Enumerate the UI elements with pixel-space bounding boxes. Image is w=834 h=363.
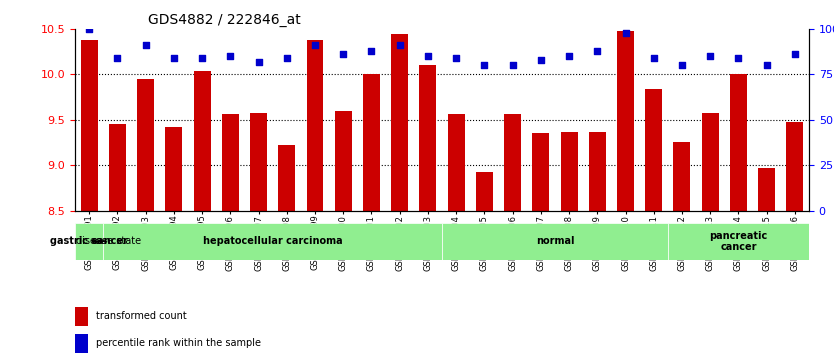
Point: [590, 48, 604, 54]
Point: [534, 57, 547, 63]
Bar: [81, 40, 98, 363]
Point: [619, 30, 632, 36]
Bar: [165, 127, 183, 363]
Point: [195, 55, 208, 61]
Point: [506, 62, 520, 68]
Point: [280, 55, 294, 61]
Point: [364, 48, 378, 54]
Point: [704, 53, 717, 59]
Point: [83, 26, 96, 32]
Point: [309, 42, 322, 48]
Point: [421, 53, 435, 59]
Bar: [75, 307, 88, 326]
Bar: [363, 74, 380, 363]
Bar: [391, 34, 408, 363]
Point: [167, 55, 180, 61]
Point: [337, 52, 350, 57]
Bar: [589, 132, 605, 363]
Point: [731, 55, 745, 61]
Text: disease state: disease state: [77, 236, 142, 246]
Point: [760, 62, 773, 68]
Bar: [222, 114, 239, 363]
Bar: [646, 89, 662, 363]
Bar: [504, 114, 521, 363]
Bar: [193, 71, 210, 363]
Bar: [730, 74, 747, 363]
Point: [252, 59, 265, 65]
Text: transformed count: transformed count: [96, 311, 186, 321]
FancyBboxPatch shape: [668, 223, 809, 260]
Point: [224, 53, 237, 59]
Bar: [75, 334, 88, 353]
Bar: [420, 65, 436, 363]
Bar: [448, 114, 465, 363]
Bar: [334, 111, 352, 363]
Point: [111, 55, 124, 61]
Point: [676, 62, 689, 68]
Bar: [109, 125, 126, 363]
Point: [393, 42, 406, 48]
Bar: [279, 145, 295, 363]
FancyBboxPatch shape: [442, 223, 668, 260]
Point: [450, 55, 463, 61]
Point: [788, 52, 801, 57]
Bar: [617, 31, 634, 363]
Text: percentile rank within the sample: percentile rank within the sample: [96, 338, 260, 348]
Point: [562, 53, 575, 59]
FancyBboxPatch shape: [103, 223, 442, 260]
Bar: [560, 132, 577, 363]
FancyBboxPatch shape: [75, 223, 103, 260]
Point: [139, 42, 153, 48]
Point: [647, 55, 661, 61]
Text: pancreatic
cancer: pancreatic cancer: [709, 231, 767, 252]
Bar: [786, 122, 803, 363]
Bar: [476, 172, 493, 363]
Bar: [250, 113, 267, 363]
Text: gastric cancer: gastric cancer: [50, 236, 128, 246]
Bar: [674, 142, 691, 363]
Point: [478, 62, 491, 68]
Bar: [307, 40, 324, 363]
Text: GDS4882 / 222846_at: GDS4882 / 222846_at: [148, 13, 301, 26]
Bar: [701, 113, 719, 363]
Bar: [137, 79, 154, 363]
Bar: [532, 134, 550, 363]
Bar: [758, 168, 775, 363]
Text: normal: normal: [535, 236, 574, 246]
Text: hepatocellular carcinoma: hepatocellular carcinoma: [203, 236, 343, 246]
